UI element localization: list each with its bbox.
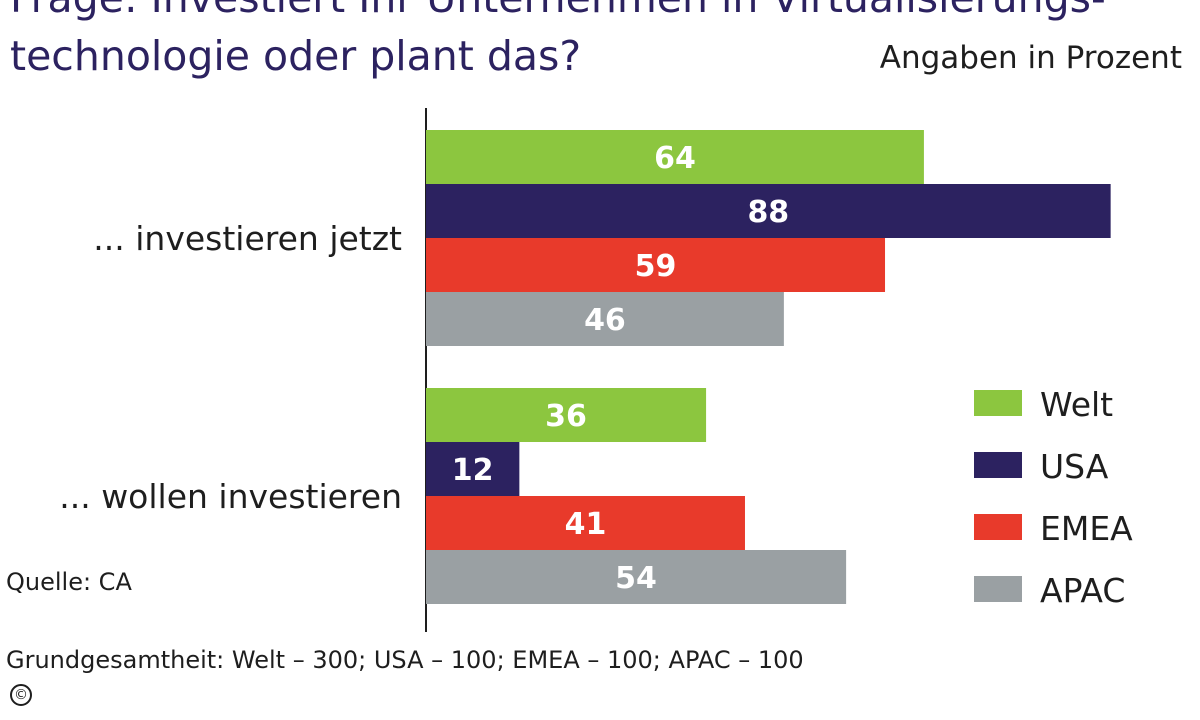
legend-label-usa: USA <box>1040 447 1109 486</box>
bar-apac-2 <box>426 550 847 604</box>
copyright-icon: © <box>10 684 32 706</box>
bar-value-label: 64 <box>654 141 696 176</box>
legend-swatch-apac <box>974 576 1022 602</box>
next-heading-fragment <box>20 706 1100 720</box>
bar-welt-2 <box>426 388 707 442</box>
bar-value-label: 12 <box>452 453 494 488</box>
chart-title-line-1: Frage: Investiert Ihr Unternehmen in Vir… <box>10 0 1106 19</box>
legend-swatch-usa <box>974 452 1022 478</box>
bar-value-label: 59 <box>635 249 677 284</box>
legend-label-apac: APAC <box>1040 571 1125 610</box>
legend-swatch-emea <box>974 514 1022 540</box>
bar-welt-1 <box>426 130 924 184</box>
legend-swatch-welt <box>974 390 1022 416</box>
bar-apac-1 <box>426 292 784 346</box>
bar-value-label: 41 <box>565 507 607 542</box>
bar-value-label: 54 <box>615 561 657 596</box>
unit-note: Angaben in Prozent <box>879 40 1182 76</box>
chart-title-line-2: technologie oder plant das? <box>10 32 582 80</box>
bar-usa-1 <box>426 184 1111 238</box>
legend-label-emea: EMEA <box>1040 509 1133 548</box>
source-note: Quelle: CA <box>6 568 132 596</box>
category-labels: ... investieren jetzt ... wollen investie… <box>59 219 402 516</box>
bar-value-label: 36 <box>545 399 587 434</box>
bar-usa-2 <box>426 442 520 496</box>
category-label: ... investieren jetzt <box>93 219 402 258</box>
sample-base-note: Grundgesamtheit: Welt – 300; USA – 100; … <box>6 646 804 674</box>
legend-label-welt: Welt <box>1040 385 1113 424</box>
legend: Welt USA EMEA APAC <box>974 385 1133 610</box>
bar-value-label: 88 <box>747 195 789 230</box>
bar-value-label: 46 <box>584 303 626 338</box>
bar-emea-2 <box>426 496 745 550</box>
category-label: ... wollen investieren <box>59 477 402 516</box>
bar-emea-1 <box>426 238 886 292</box>
